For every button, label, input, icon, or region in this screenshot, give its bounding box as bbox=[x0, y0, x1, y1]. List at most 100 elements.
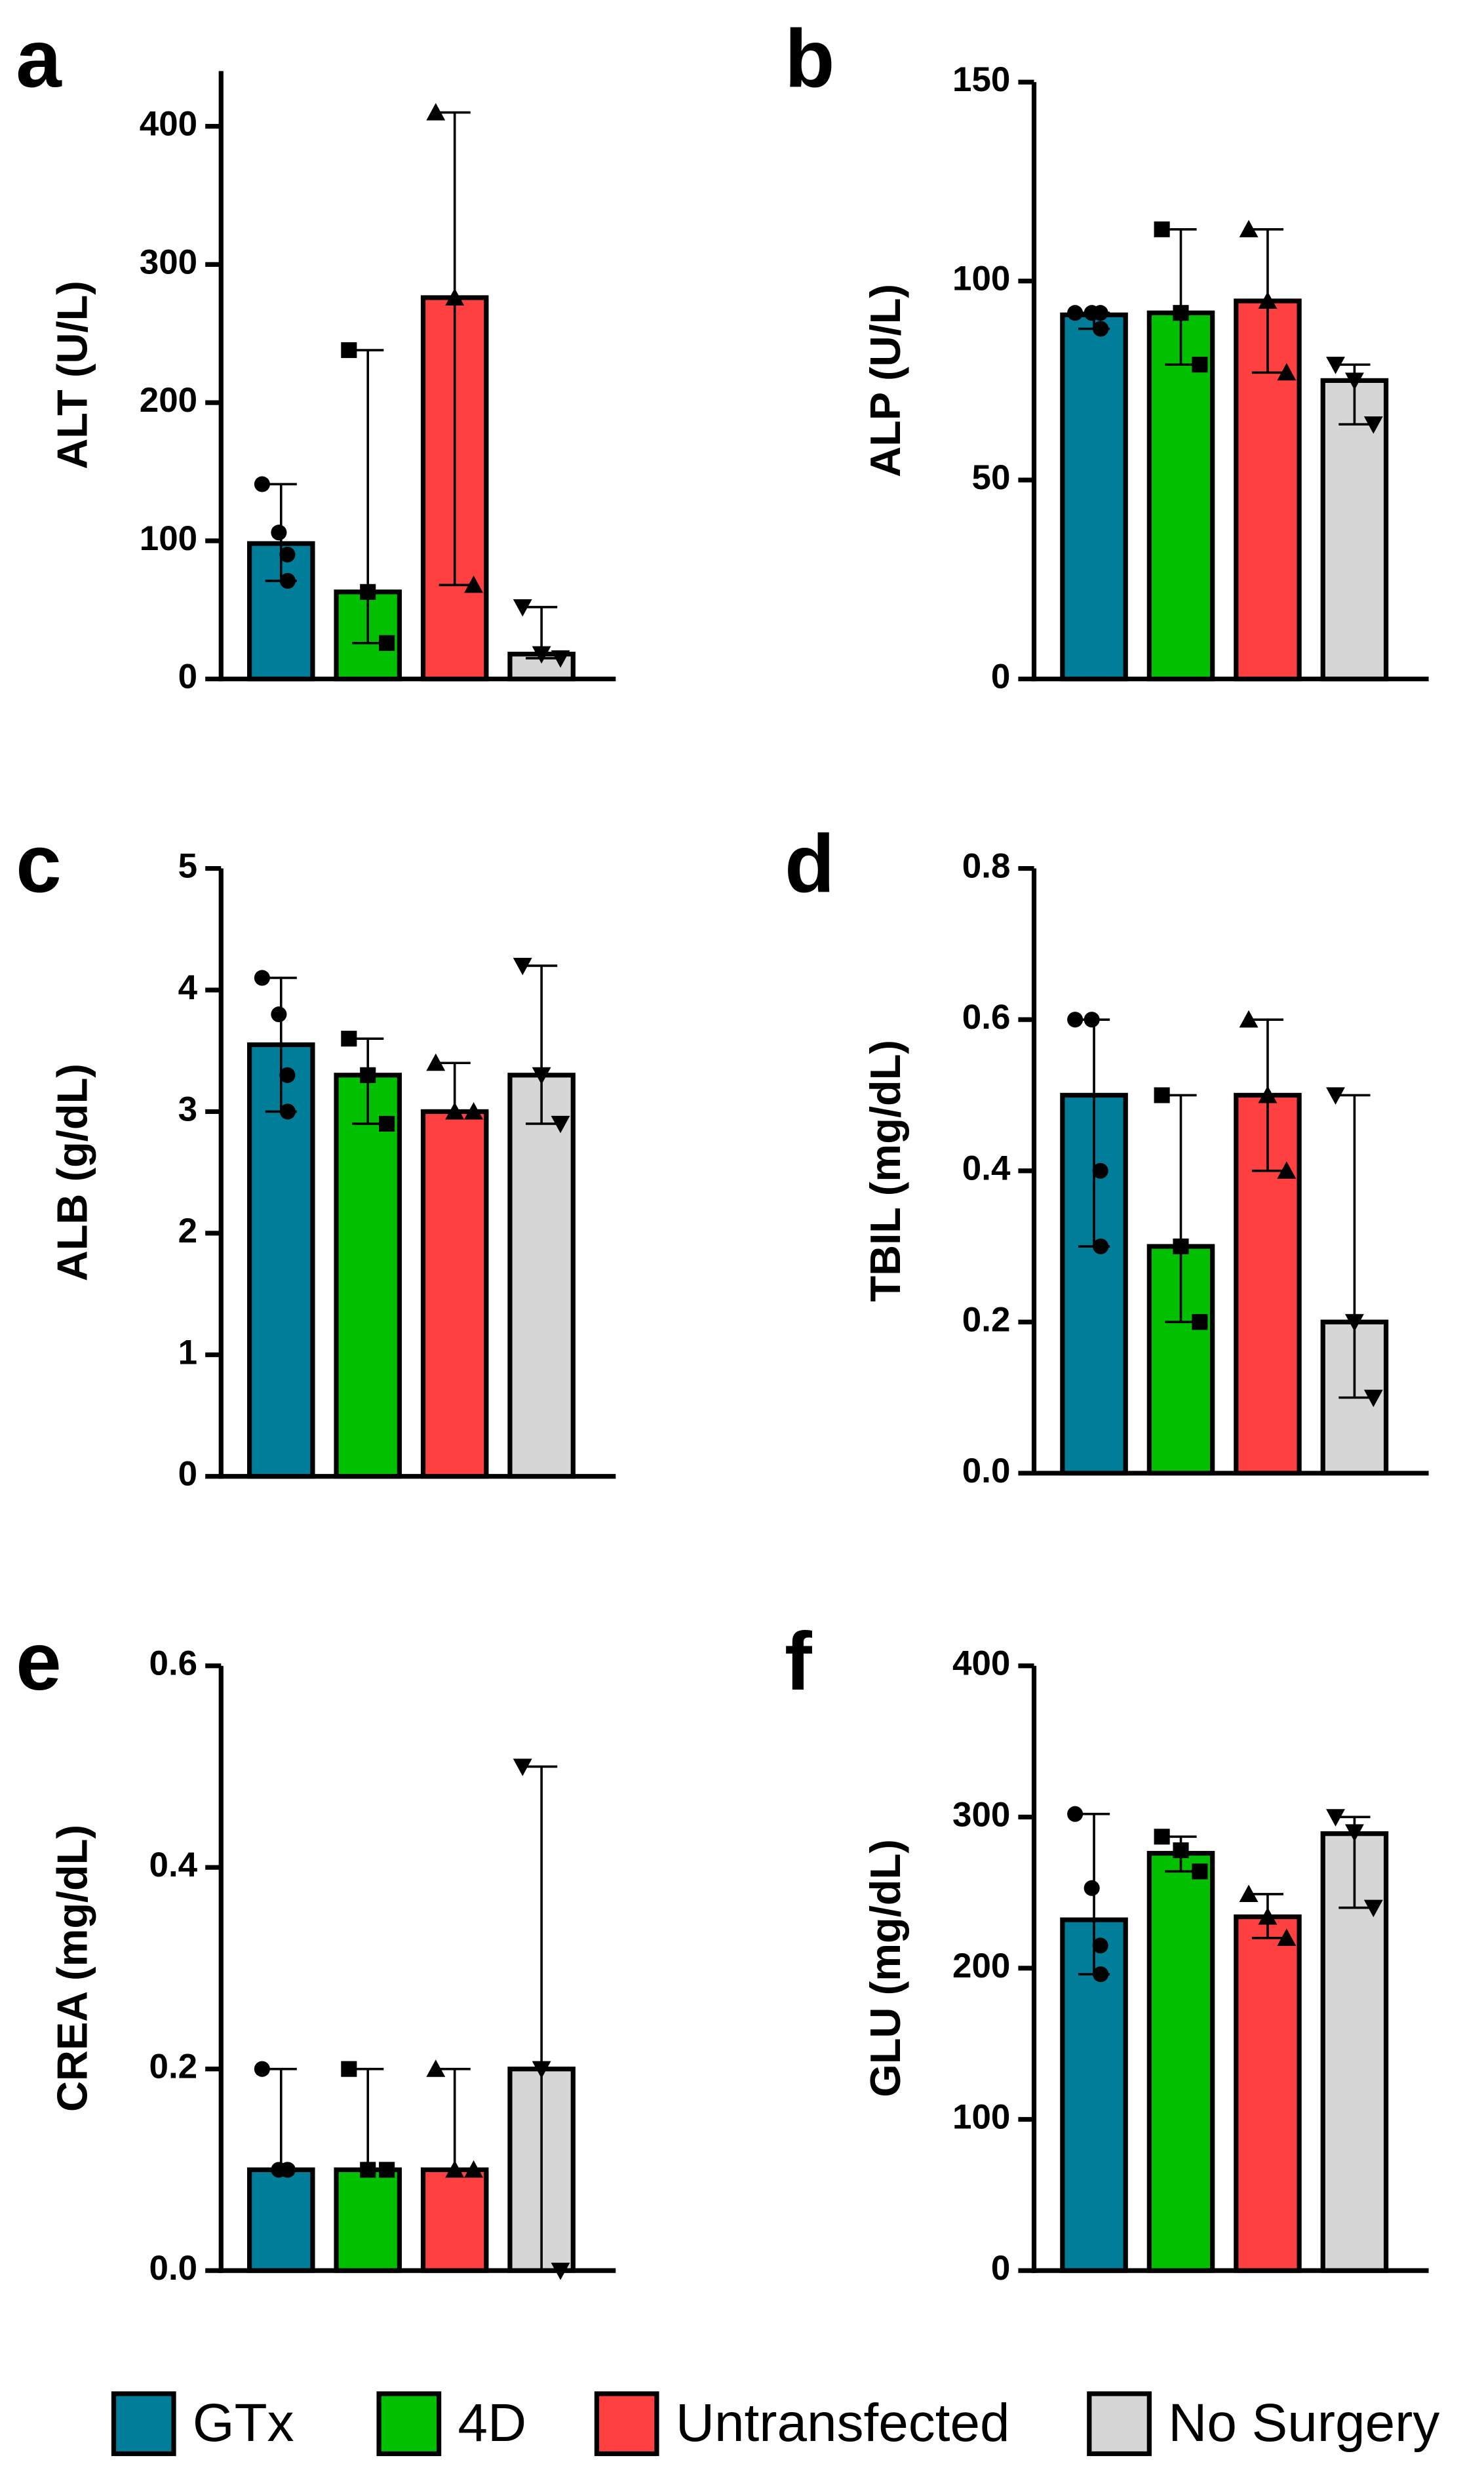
data-point bbox=[1344, 1824, 1364, 1842]
bar bbox=[420, 2167, 489, 2273]
y-axis-label: GLU (mg/dL) bbox=[861, 1839, 909, 2097]
data-point bbox=[426, 2059, 446, 2077]
data-point bbox=[532, 1067, 551, 1085]
y-tick-label: 100 bbox=[952, 2098, 1010, 2137]
data-point bbox=[1192, 1863, 1208, 1880]
data-point bbox=[379, 635, 395, 651]
data-point bbox=[513, 1758, 532, 1776]
bar bbox=[1146, 1851, 1215, 2273]
y-axis-label: ALT (U/L) bbox=[49, 281, 96, 469]
y-tick-label: 100 bbox=[140, 519, 197, 558]
panel-letter: a bbox=[16, 12, 62, 104]
panel-letter: d bbox=[785, 818, 835, 910]
data-point bbox=[1363, 1389, 1383, 1408]
data-point bbox=[254, 970, 270, 986]
data-point bbox=[464, 2160, 484, 2178]
legend-swatch bbox=[111, 2391, 176, 2457]
data-point bbox=[379, 1115, 395, 1132]
data-point bbox=[279, 2162, 296, 2178]
y-tick-label: 0.0 bbox=[962, 1452, 1011, 1490]
data-point bbox=[271, 525, 287, 541]
data-point bbox=[1173, 1842, 1189, 1859]
data-point bbox=[1084, 1880, 1100, 1896]
data-point bbox=[1173, 305, 1189, 321]
data-point bbox=[1277, 1928, 1297, 1946]
data-point bbox=[1067, 1806, 1084, 1822]
data-point bbox=[464, 1101, 484, 1120]
y-tick-label: 300 bbox=[952, 1795, 1010, 1834]
data-point bbox=[1154, 1829, 1170, 1845]
data-point bbox=[1258, 1085, 1278, 1103]
bar bbox=[1234, 1914, 1302, 2273]
data-point bbox=[1093, 1238, 1109, 1255]
y-tick-label: 400 bbox=[952, 1644, 1010, 1683]
y-tick-label: 0.4 bbox=[962, 1149, 1011, 1188]
y-tick-label: 0 bbox=[178, 1455, 197, 1494]
y-tick-label: 3 bbox=[178, 1090, 197, 1128]
legend-label: GTx bbox=[193, 2393, 294, 2453]
y-tick-label: 50 bbox=[971, 458, 1010, 497]
data-point bbox=[379, 2162, 395, 2178]
data-point bbox=[279, 1103, 296, 1120]
legend-swatch bbox=[376, 2391, 442, 2457]
bar bbox=[247, 2167, 315, 2273]
y-tick-label: 300 bbox=[140, 243, 197, 281]
data-point bbox=[1239, 1884, 1259, 1902]
data-point bbox=[360, 2162, 376, 2178]
data-point bbox=[1192, 357, 1208, 373]
data-point bbox=[1092, 1937, 1108, 1954]
data-point bbox=[464, 575, 484, 593]
bar bbox=[334, 1073, 402, 1479]
data-point bbox=[1067, 1012, 1084, 1028]
data-point bbox=[513, 957, 532, 976]
y-tick-label: 2 bbox=[178, 1212, 197, 1250]
data-point bbox=[1258, 1907, 1278, 1925]
data-point bbox=[551, 2263, 570, 2280]
data-point bbox=[1092, 305, 1108, 321]
legend-label: No Surgery bbox=[1168, 2393, 1439, 2453]
data-point bbox=[271, 1006, 287, 1023]
y-tick-label: 0.2 bbox=[149, 2048, 198, 2086]
data-point bbox=[445, 2160, 465, 2178]
y-axis-label: ALP (U/L) bbox=[861, 284, 909, 477]
data-point bbox=[279, 1067, 296, 1083]
data-point bbox=[254, 476, 270, 492]
panel-letter: e bbox=[16, 1616, 62, 1707]
data-point bbox=[1326, 1809, 1345, 1827]
y-tick-label: 0 bbox=[991, 2249, 1010, 2288]
y-tick-label: 0.8 bbox=[962, 847, 1011, 886]
y-tick-label: 200 bbox=[952, 1947, 1010, 1985]
data-point bbox=[551, 650, 570, 668]
data-point bbox=[1363, 1899, 1383, 1918]
data-point bbox=[445, 288, 465, 306]
y-tick-label: 1 bbox=[178, 1333, 197, 1372]
data-point bbox=[1326, 357, 1345, 374]
data-point bbox=[1093, 321, 1109, 337]
data-point bbox=[1277, 363, 1297, 381]
panel-letter: b bbox=[785, 12, 835, 104]
y-tick-label: 150 bbox=[952, 60, 1010, 99]
data-point bbox=[1093, 1966, 1109, 1983]
y-tick-label: 5 bbox=[178, 847, 197, 886]
data-point bbox=[341, 2061, 357, 2077]
y-tick-label: 100 bbox=[952, 260, 1010, 298]
bar bbox=[1060, 312, 1128, 682]
data-point bbox=[1277, 1161, 1297, 1179]
legend-swatch bbox=[1087, 2391, 1152, 2457]
data-point bbox=[279, 546, 296, 563]
data-point bbox=[279, 572, 296, 589]
y-tick-label: 4 bbox=[178, 968, 198, 1007]
y-axis-label: TBIL (mg/dL) bbox=[861, 1040, 909, 1302]
y-tick-label: 0 bbox=[991, 658, 1010, 696]
legend-swatch bbox=[594, 2391, 659, 2457]
data-point bbox=[360, 584, 376, 600]
data-point bbox=[513, 599, 532, 617]
data-point bbox=[532, 646, 551, 664]
data-point bbox=[1154, 221, 1170, 237]
y-tick-label: 0.6 bbox=[962, 998, 1011, 1037]
data-point bbox=[1363, 416, 1383, 434]
y-tick-label: 0 bbox=[178, 658, 197, 696]
bar bbox=[420, 1109, 489, 1479]
